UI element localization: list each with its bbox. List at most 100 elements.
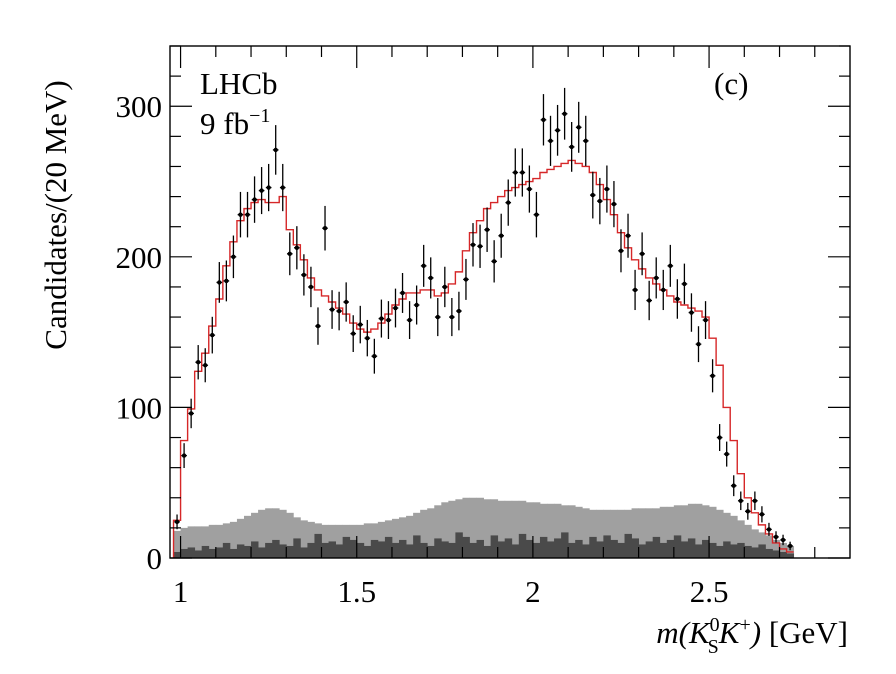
- bkg-total-bin-26: [356, 524, 365, 558]
- bkg-total-bin-70: [666, 506, 675, 558]
- bkg-component-bin-0: [173, 551, 181, 558]
- bkg-total-bin-14: [272, 508, 280, 558]
- bkg-component-bin-46: [497, 541, 506, 558]
- data-point-78: [723, 441, 730, 467]
- bkg-total-bin-57: [575, 506, 583, 558]
- data-point-65-marker: [632, 287, 638, 293]
- bkg-component-bin-57: [575, 539, 583, 558]
- bkg-total-bin-23: [335, 524, 344, 558]
- data-point-11-marker: [252, 197, 257, 202]
- bkg-total-bin-15: [279, 509, 287, 558]
- bkg-component-bin-49: [518, 533, 527, 558]
- data-point-10: [244, 191, 251, 238]
- bkg-total-bin-37: [434, 505, 442, 558]
- data-point-2: [188, 398, 194, 429]
- bkg-component-bin-79: [730, 544, 738, 558]
- bkg-component-bin-65: [631, 538, 640, 558]
- y-tick-label-3: 300: [116, 89, 163, 124]
- data-point-36-marker: [428, 275, 433, 281]
- luminosity-exponent: −1: [249, 105, 270, 127]
- data-point-67-marker: [646, 298, 652, 303]
- bkg-component-bin-23: [335, 544, 344, 558]
- data-point-24-marker: [343, 299, 349, 305]
- bkg-component-bin-15: [279, 544, 287, 558]
- bkg-total-bin-72: [680, 505, 689, 558]
- bkg-component-bin-55: [561, 532, 569, 558]
- bkg-total-bin-35: [420, 509, 428, 558]
- data-point-41-marker: [463, 277, 469, 282]
- data-point-0-marker: [174, 519, 180, 525]
- bkg-component-bin-3: [194, 550, 203, 558]
- data-point-51: [533, 191, 540, 238]
- data-point-86: [780, 534, 786, 546]
- bkg-total-bin-50: [525, 502, 534, 558]
- data-point-20-marker: [315, 323, 321, 329]
- bkg-component-bin-29: [377, 541, 386, 558]
- bkg-component-bin-78: [723, 541, 731, 558]
- data-point-11: [251, 176, 258, 223]
- y-tick-label-1: 100: [116, 390, 163, 425]
- data-point-17-marker: [294, 245, 300, 250]
- bkg-component-bin-13: [265, 542, 273, 558]
- bkg-total-bin-18: [300, 520, 308, 558]
- bkg-component-bin-40: [455, 532, 463, 558]
- data-point-27: [364, 319, 371, 357]
- data-point-7: [223, 260, 230, 302]
- bkg-component-bin-33: [406, 544, 414, 558]
- bkg-total-bin-19: [307, 521, 315, 558]
- x-tick-label-0: 1: [173, 574, 189, 609]
- bkg-total-bin-31: [391, 518, 400, 558]
- data-point-31: [392, 288, 399, 328]
- data-point-12-marker: [259, 188, 264, 193]
- data-point-13: [265, 163, 272, 212]
- data-point-67: [646, 280, 652, 321]
- bkg-total-bin-29: [377, 521, 386, 558]
- data-point-30: [385, 301, 392, 339]
- data-point-57-marker: [576, 125, 581, 130]
- data-point-27-marker: [365, 335, 370, 341]
- data-point-32-marker: [400, 290, 405, 296]
- bkg-component-bin-45: [490, 535, 499, 558]
- data-point-56: [568, 122, 575, 172]
- data-point-70-marker: [668, 263, 673, 269]
- bkg-component-bin-77: [716, 545, 724, 558]
- bkg-total-bin-79: [730, 515, 738, 558]
- data-point-73: [688, 293, 695, 332]
- data-point-34: [413, 285, 420, 325]
- bkg-total-bin-73: [687, 503, 696, 558]
- bkg-total-bin-41: [462, 497, 470, 558]
- data-point-18: [301, 254, 307, 296]
- bkg-component-bin-74: [694, 544, 703, 558]
- bkg-component-bin-76: [709, 542, 717, 558]
- background-component-series: [173, 532, 795, 558]
- data-point-63: [618, 229, 624, 273]
- data-point-56-marker: [569, 144, 574, 150]
- bkg-component-bin-6: [215, 547, 224, 558]
- bkg-total-bin-16: [286, 512, 294, 558]
- bkg-component-bin-53: [546, 541, 555, 558]
- data-point-3-marker: [195, 360, 201, 365]
- data-point-42-marker: [470, 242, 476, 247]
- data-point-34-marker: [414, 302, 419, 308]
- data-point-86-marker: [780, 537, 786, 543]
- bkg-component-bin-69: [659, 542, 668, 558]
- data-point-61: [604, 165, 610, 213]
- bkg-total-bin-63: [617, 509, 625, 558]
- data-point-44-marker: [484, 227, 490, 232]
- data-point-12: [258, 167, 265, 215]
- luminosity-value: 9 fb: [200, 106, 249, 141]
- bkg-component-bin-83: [758, 544, 766, 558]
- data-point-8-marker: [231, 254, 236, 260]
- bkg-component-bin-2: [187, 547, 196, 558]
- data-point-77: [716, 424, 723, 451]
- data-point-60: [597, 177, 603, 225]
- bkg-total-bin-51: [532, 502, 541, 558]
- bkg-component-bin-1: [180, 548, 189, 558]
- data-point-16-marker: [287, 251, 292, 257]
- bkg-total-bin-9: [236, 518, 245, 558]
- data-point-85: [773, 531, 779, 543]
- data-point-35: [420, 244, 427, 287]
- data-point-9: [237, 191, 244, 238]
- data-point-42: [470, 223, 476, 267]
